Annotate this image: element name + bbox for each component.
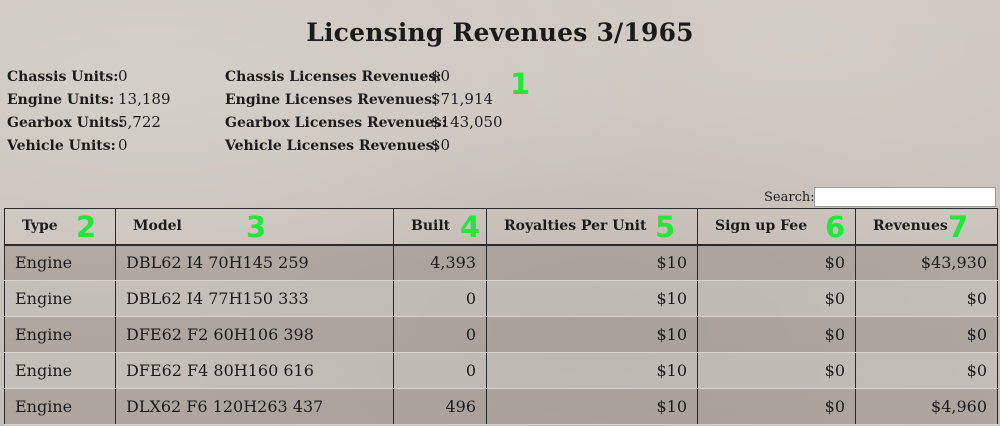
column-header-type[interactable]: Type: [4, 208, 116, 246]
cell-built: 496: [393, 388, 487, 425]
engine-licenses-value: $71,914: [431, 90, 494, 108]
gearbox-licenses-label: Gearbox Licenses Revenues:: [225, 115, 447, 131]
chassis-licenses-value: $0: [431, 67, 451, 85]
cell-built: 0: [393, 352, 487, 389]
vehicle-units-value: 0: [118, 136, 128, 154]
chassis-licenses-label: Chassis Licenses Revenues:: [225, 69, 442, 85]
column-header-revenues-label: Revenues: [873, 218, 948, 235]
table-row[interactable]: Engine DBL62 I4 70H145 259 4,393 $10 $0 …: [4, 244, 998, 281]
cell-royalties: $10: [486, 280, 698, 317]
engine-units-label: Engine Units:: [7, 92, 115, 108]
search-label: Search:: [764, 190, 815, 205]
cell-signup-fee: $0: [697, 352, 856, 389]
annotation-marker-5: 5: [655, 210, 676, 244]
gearbox-licenses-value: $143,050: [431, 113, 503, 131]
engine-units-row: Engine Units: 13,189: [7, 88, 171, 111]
engine-licenses-row: Engine Licenses Revenues:$71,914: [225, 88, 503, 111]
column-header-model[interactable]: Model: [115, 208, 394, 246]
annotation-marker-4: 4: [460, 210, 481, 244]
gearbox-licenses-row: Gearbox Licenses Revenues:$143,050: [225, 111, 503, 134]
cell-royalties: $10: [486, 316, 698, 353]
cell-type: Engine: [4, 244, 116, 281]
annotation-marker-2: 2: [76, 210, 97, 244]
cell-royalties: $10: [486, 388, 698, 425]
gearbox-units-label: Gearbox Units:: [7, 115, 124, 131]
page-title: Licensing Revenues 3/1965: [306, 18, 694, 47]
units-summary: Chassis Units:0 Engine Units: 13,189 Gear…: [7, 65, 171, 157]
chassis-units-label: Chassis Units:: [7, 69, 119, 85]
column-header-royalties-label: Royalties Per Unit: [504, 218, 647, 235]
gearbox-units-row: Gearbox Units:5,722: [7, 111, 171, 134]
cell-model: DLX62 F6 120H263 437: [115, 388, 394, 425]
chassis-units-row: Chassis Units:0: [7, 65, 171, 88]
annotation-marker-6: 6: [825, 210, 846, 244]
cell-revenues: $0: [855, 352, 998, 389]
cell-revenues: $0: [855, 316, 998, 353]
cell-type: Engine: [4, 352, 116, 389]
cell-model: DBL62 I4 70H145 259: [115, 244, 394, 281]
vehicle-licenses-row: Vehicle Licenses Revenues:$0: [225, 134, 503, 157]
column-header-built-label: Built: [411, 218, 451, 235]
cell-type: Engine: [4, 316, 116, 353]
annotation-marker-3: 3: [246, 210, 267, 244]
annotation-marker-1: 1: [510, 67, 531, 101]
cell-model: DBL62 I4 77H150 333: [115, 280, 394, 317]
engine-units-value: 13,189: [118, 90, 171, 108]
licenses-summary: Chassis Licenses Revenues:$0 Engine Lice…: [225, 65, 503, 157]
table-row[interactable]: Engine DFE62 F2 60H106 398 0 $10 $0 $0: [4, 316, 998, 353]
chassis-units-value: 0: [118, 67, 128, 85]
cell-revenues: $0: [855, 280, 998, 317]
cell-built: 0: [393, 316, 487, 353]
cell-royalties: $10: [486, 244, 698, 281]
engine-licenses-label: Engine Licenses Revenues:: [225, 92, 438, 108]
cell-built: 4,393: [393, 244, 487, 281]
cell-revenues: $4,960: [855, 388, 998, 425]
table-row[interactable]: Engine DFE62 F4 80H160 616 0 $10 $0 $0: [4, 352, 998, 389]
cell-model: DFE62 F4 80H160 616: [115, 352, 394, 389]
column-header-signup-fee-label: Sign up Fee: [715, 218, 808, 235]
cell-model: DFE62 F2 60H106 398: [115, 316, 394, 353]
table-row[interactable]: Engine DBL62 I4 77H150 333 0 $10 $0 $0: [4, 280, 998, 317]
cell-type: Engine: [4, 388, 116, 425]
column-header-model-label: Model: [133, 218, 182, 235]
cell-built: 0: [393, 280, 487, 317]
gearbox-units-value: 5,722: [118, 113, 161, 131]
vehicle-units-label: Vehicle Units:: [7, 138, 116, 154]
cell-royalties: $10: [486, 352, 698, 389]
annotation-marker-7: 7: [948, 210, 969, 244]
cell-type: Engine: [4, 280, 116, 317]
table-header-row: Type Model Built Royalties Per Unit Sign…: [4, 208, 998, 246]
cell-revenues: $43,930: [855, 244, 998, 281]
column-header-type-label: Type: [22, 218, 58, 235]
vehicle-units-row: Vehicle Units: 0: [7, 134, 171, 157]
column-header-signup-fee[interactable]: Sign up Fee: [697, 208, 856, 246]
cell-signup-fee: $0: [697, 316, 856, 353]
vehicle-licenses-label: Vehicle Licenses Revenues:: [225, 138, 439, 154]
cell-signup-fee: $0: [697, 280, 856, 317]
cell-signup-fee: $0: [697, 388, 856, 425]
vehicle-licenses-value: $0: [431, 136, 451, 154]
licensing-table: Type Model Built Royalties Per Unit Sign…: [4, 208, 998, 425]
cell-signup-fee: $0: [697, 244, 856, 281]
column-header-revenues[interactable]: Revenues: [855, 208, 998, 246]
table-row[interactable]: Engine DLX62 F6 120H263 437 496 $10 $0 $…: [4, 388, 998, 425]
search-input[interactable]: [814, 187, 996, 207]
chassis-licenses-row: Chassis Licenses Revenues:$0: [225, 65, 503, 88]
column-header-royalties[interactable]: Royalties Per Unit: [486, 208, 698, 246]
